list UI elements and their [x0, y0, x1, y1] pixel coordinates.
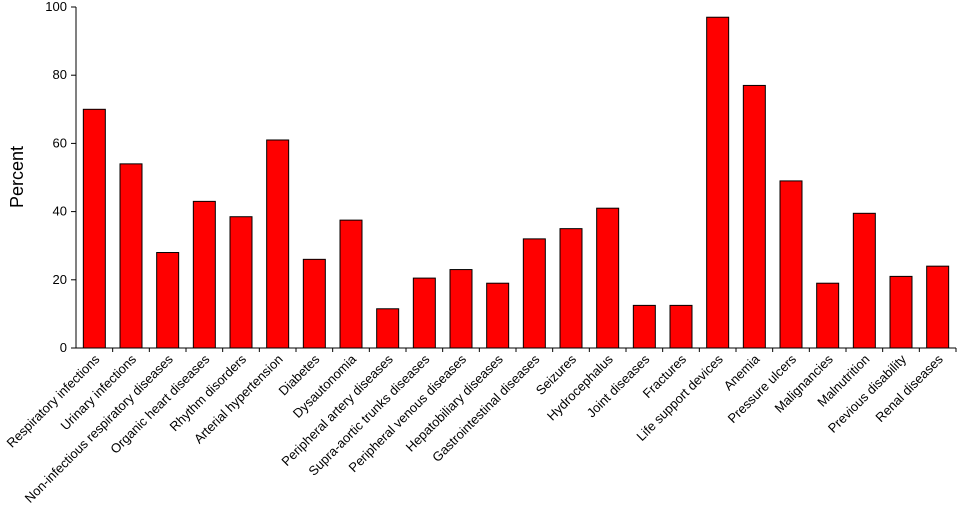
bar: [156, 252, 180, 349]
y-axis: 0 20 40 60 80 100: [45, 0, 77, 355]
bar: [376, 308, 400, 349]
bar: [82, 108, 106, 349]
bar: [926, 265, 950, 349]
bars: [82, 16, 950, 349]
bar: [192, 200, 216, 349]
y-axis-label: Percent: [7, 146, 27, 208]
bar: [119, 163, 143, 349]
y-tick-label: 0: [60, 340, 67, 355]
x-tick-label: Renal diseases: [872, 351, 946, 425]
bar: [266, 139, 290, 349]
bar: [339, 219, 363, 349]
y-tick-label: 40: [53, 204, 67, 219]
bar: [632, 304, 656, 349]
bar: [706, 16, 730, 349]
bar: [522, 238, 546, 349]
x-tick-label: Dysautonomia: [290, 351, 360, 421]
bar: [449, 269, 473, 349]
bar: [486, 282, 510, 349]
bar: [889, 275, 913, 349]
y-tick-label: 20: [53, 272, 67, 287]
bar: [669, 304, 693, 349]
bar: [816, 282, 840, 349]
y-tick-label: 80: [53, 67, 67, 82]
bar: [559, 228, 583, 349]
bar: [302, 258, 326, 349]
bar: [779, 180, 803, 349]
x-tick-label: Non-infectious respiratory diseases: [22, 351, 177, 506]
y-tick-label: 60: [53, 135, 67, 150]
bar: [412, 277, 436, 349]
y-tick-label: 100: [45, 0, 67, 14]
bar: [742, 84, 766, 349]
bar: [852, 212, 876, 349]
bar: [596, 207, 620, 349]
bar: [229, 216, 253, 349]
